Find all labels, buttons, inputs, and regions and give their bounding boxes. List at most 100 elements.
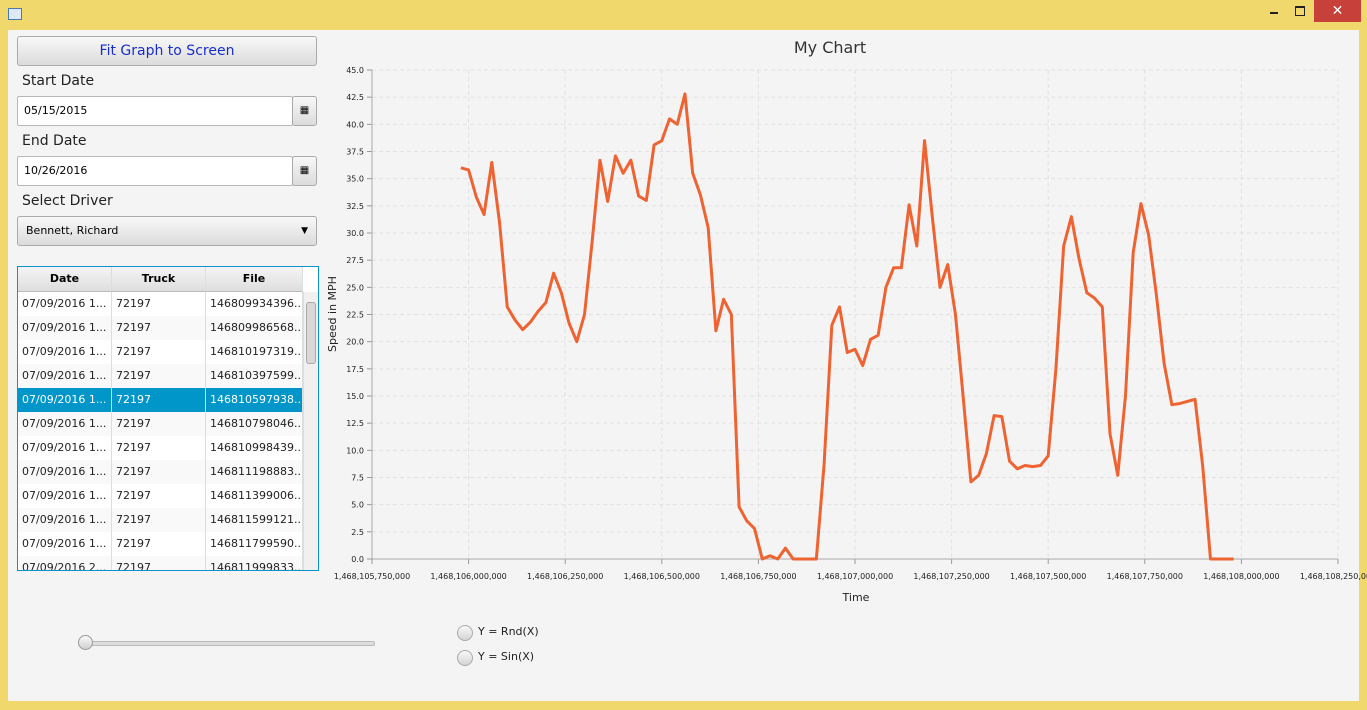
table-cell: 72197 bbox=[112, 436, 206, 460]
table-cell: 07/09/2016 1... bbox=[18, 508, 112, 532]
table-cell: 07/09/2016 1... bbox=[18, 292, 112, 316]
radio-button[interactable] bbox=[457, 650, 473, 666]
radio-label[interactable]: Y = Sin(X) bbox=[478, 650, 535, 663]
end-date-field[interactable]: 10/26/2016 bbox=[17, 156, 293, 186]
y-tick-label: 2.5 bbox=[351, 528, 364, 537]
file-table: Date Truck File 07/09/2016 1... 72197 1468099… bbox=[17, 266, 319, 571]
y-axis-label: Speed in MPH bbox=[326, 276, 339, 352]
y-tick-label: 32.5 bbox=[346, 202, 364, 211]
driver-combo[interactable]: Bennett, Richard ▼ bbox=[17, 216, 317, 246]
table-row[interactable]: 07/09/2016 1... 72197 146810397599... bbox=[18, 364, 303, 389]
close-button[interactable]: ✕ bbox=[1314, 0, 1361, 22]
data-line bbox=[460, 92, 1234, 561]
table-cell: 07/09/2016 1... bbox=[18, 364, 112, 388]
table-cell: 146810597938... bbox=[206, 388, 303, 412]
table-cell: 07/09/2016 1... bbox=[18, 484, 112, 508]
table-row[interactable]: 07/09/2016 1... 72197 146809934396... bbox=[18, 292, 303, 317]
y-tick-label: 15.0 bbox=[346, 392, 364, 401]
table-row[interactable]: 07/09/2016 1... 72197 146811399006... bbox=[18, 484, 303, 509]
y-tick-label: 5.0 bbox=[351, 501, 364, 510]
table-cell: 07/09/2016 1... bbox=[18, 532, 112, 556]
table-cell: 146811799590... bbox=[206, 532, 303, 556]
driver-label: Select Driver bbox=[22, 193, 113, 209]
table-row[interactable]: 07/09/2016 1... 72197 146810798046... bbox=[18, 412, 303, 437]
table-cell: 07/09/2016 2... bbox=[18, 556, 112, 570]
driver-value: Bennett, Richard bbox=[26, 224, 119, 237]
table-row[interactable]: 07/09/2016 1... 72197 146810197319... bbox=[18, 340, 303, 365]
start-date-field[interactable]: 05/15/2015 bbox=[17, 96, 293, 126]
table-cell: 72197 bbox=[112, 412, 206, 436]
content: Fit Graph to Screen Start Date 05/15/201… bbox=[8, 30, 1359, 701]
table-cell: 72197 bbox=[112, 508, 206, 532]
table-cell: 146810798046... bbox=[206, 412, 303, 436]
y-tick-label: 27.5 bbox=[346, 256, 364, 265]
end-label: End Date bbox=[22, 133, 87, 149]
x-tick-label: 1,468,108,250,000 bbox=[1300, 572, 1367, 581]
table-cell: 72197 bbox=[112, 388, 206, 412]
table-cell: 72197 bbox=[112, 316, 206, 340]
table-cell: 72197 bbox=[112, 460, 206, 484]
y-tick-label: 10.0 bbox=[346, 446, 364, 455]
table-cell: 146809934396... bbox=[206, 292, 303, 316]
table-row[interactable]: 07/09/2016 2... 72197 146811999833... bbox=[18, 556, 303, 570]
y-tick-label: 12.5 bbox=[346, 419, 364, 428]
radio-label[interactable]: Y = Rnd(X) bbox=[478, 625, 539, 638]
x-tick-label: 1,468,107,750,000 bbox=[1107, 572, 1183, 581]
table-cell: 146810998439... bbox=[206, 436, 303, 460]
table-row[interactable]: 07/09/2016 1... 72197 146809986568... bbox=[18, 316, 303, 341]
table-cell: 146811599121... bbox=[206, 508, 303, 532]
table-cell: 146809986568... bbox=[206, 316, 303, 340]
window-icon bbox=[8, 8, 22, 20]
x-tick-label: 1,468,106,750,000 bbox=[720, 572, 796, 581]
table-cell: 146810397599... bbox=[206, 364, 303, 388]
y-tick-label: 25.0 bbox=[346, 283, 364, 292]
table-cell: 07/09/2016 1... bbox=[18, 316, 112, 340]
column-header[interactable]: Truck bbox=[112, 267, 206, 292]
table-cell: 146811999833... bbox=[206, 556, 303, 570]
table-cell: 72197 bbox=[112, 340, 206, 364]
x-tick-label: 1,468,108,000,000 bbox=[1203, 572, 1279, 581]
column-header[interactable]: File bbox=[206, 267, 303, 292]
x-tick-label: 1,468,106,250,000 bbox=[527, 572, 603, 581]
x-tick-label: 1,468,107,500,000 bbox=[1010, 572, 1086, 581]
y-tick-label: 37.5 bbox=[346, 148, 364, 157]
minimize-button[interactable] bbox=[1270, 12, 1278, 14]
radio-button[interactable] bbox=[457, 625, 473, 641]
table-row[interactable]: 07/09/2016 1... 72197 146811799590... bbox=[18, 532, 303, 557]
table-cell: 146811198883... bbox=[206, 460, 303, 484]
y-tick-label: 17.5 bbox=[346, 365, 364, 374]
y-tick-label: 0.0 bbox=[351, 555, 364, 564]
y-tick-label: 22.5 bbox=[346, 311, 364, 320]
table-cell: 146810197319... bbox=[206, 340, 303, 364]
table-cell: 72197 bbox=[112, 292, 206, 316]
y-tick-label: 20.0 bbox=[346, 338, 364, 347]
x-tick-label: 1,468,105,750,000 bbox=[334, 572, 410, 581]
y-tick-label: 7.5 bbox=[351, 474, 364, 483]
x-tick-label: 1,468,106,500,000 bbox=[624, 572, 700, 581]
table-cell: 07/09/2016 1... bbox=[18, 388, 112, 412]
table-cell: 72197 bbox=[112, 364, 206, 388]
scrollbar[interactable] bbox=[303, 292, 318, 570]
fit-button[interactable]: Fit Graph to Screen bbox=[17, 36, 317, 66]
calendar-button[interactable]: ▦ bbox=[292, 96, 317, 126]
y-tick-label: 35.0 bbox=[346, 175, 364, 184]
chart-title: My Chart bbox=[794, 38, 866, 57]
x-tick-label: 1,468,107,000,000 bbox=[817, 572, 893, 581]
column-header[interactable]: Date bbox=[18, 267, 112, 292]
table-row[interactable]: 07/09/2016 1... 72197 146811599121... bbox=[18, 508, 303, 533]
calendar-button[interactable]: ▦ bbox=[292, 156, 317, 186]
x-axis-label: Time bbox=[842, 591, 870, 604]
table-cell: 07/09/2016 1... bbox=[18, 436, 112, 460]
y-tick-label: 45.0 bbox=[346, 66, 364, 75]
slider-thumb[interactable] bbox=[78, 635, 93, 650]
y-tick-label: 42.5 bbox=[346, 93, 364, 102]
table-cell: 07/09/2016 1... bbox=[18, 412, 112, 436]
x-tick-label: 1,468,106,000,000 bbox=[430, 572, 506, 581]
maximize-button[interactable] bbox=[1295, 6, 1305, 16]
y-tick-label: 40.0 bbox=[346, 120, 364, 129]
table-cell: 72197 bbox=[112, 532, 206, 556]
table-cell: 07/09/2016 1... bbox=[18, 340, 112, 364]
table-cell: 72197 bbox=[112, 484, 206, 508]
